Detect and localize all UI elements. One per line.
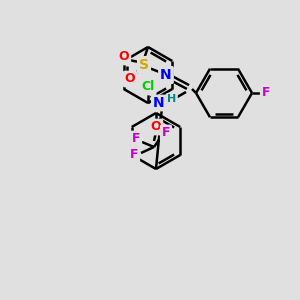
Text: S: S [139, 58, 149, 72]
Text: F: F [130, 148, 138, 161]
Text: O: O [119, 50, 129, 64]
Text: F: F [262, 86, 270, 100]
Text: O: O [151, 121, 161, 134]
Text: N: N [160, 68, 172, 82]
Text: F: F [162, 127, 170, 140]
Text: Cl: Cl [141, 80, 154, 94]
Text: F: F [132, 133, 140, 146]
Text: H: H [167, 94, 177, 104]
Text: N: N [152, 96, 164, 110]
Text: O: O [125, 73, 135, 85]
